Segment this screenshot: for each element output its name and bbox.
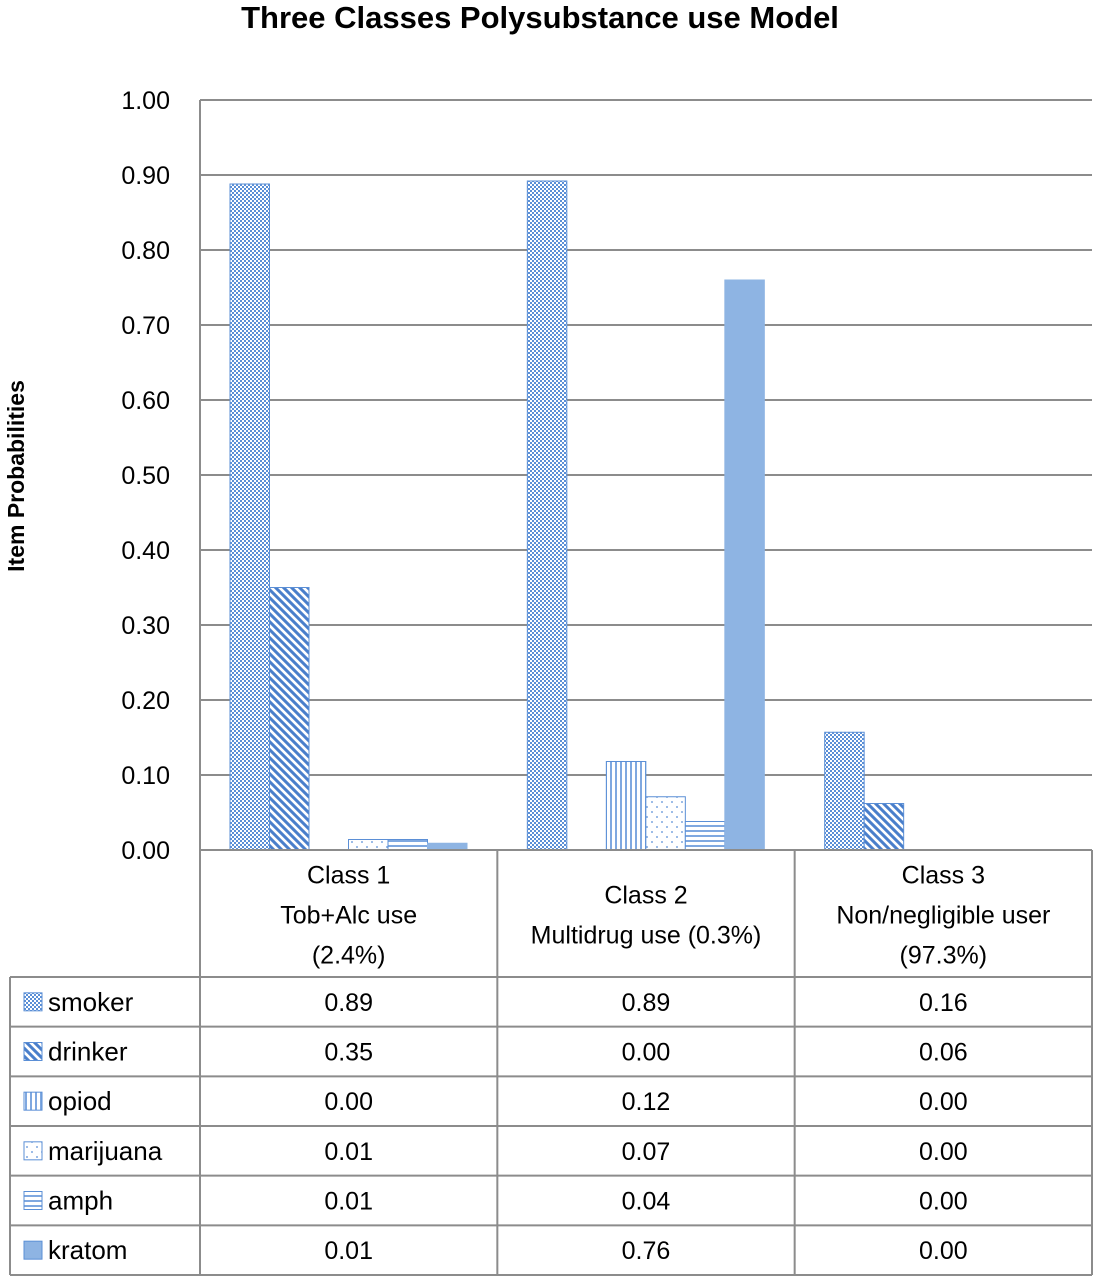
bar-smoker-class-1 bbox=[229, 183, 270, 851]
bar-amph-class-1 bbox=[387, 839, 428, 851]
legend-label-smoker: smoker bbox=[48, 987, 134, 1017]
data-label-drinker-class-2: 0.00 bbox=[622, 1039, 671, 1067]
legend-key-drinker bbox=[23, 1042, 43, 1061]
y-tick-label: 0.40 bbox=[121, 537, 170, 565]
data-label-marijuana-class-1: 0.01 bbox=[324, 1138, 373, 1166]
data-label-opiod-class-1: 0.00 bbox=[324, 1088, 373, 1116]
legend-key-smoker bbox=[23, 992, 43, 1012]
data-label-kratom-class-3: 0.00 bbox=[919, 1237, 968, 1265]
data-label-opiod-class-2: 0.12 bbox=[622, 1088, 671, 1116]
data-label-drinker-class-1: 0.35 bbox=[324, 1039, 373, 1067]
category-label: (97.3%) bbox=[900, 942, 988, 970]
data-label-opiod-class-3: 0.00 bbox=[919, 1088, 968, 1116]
y-tick-label: 0.60 bbox=[121, 387, 170, 415]
y-tick-label: 0.20 bbox=[121, 687, 170, 715]
bar-marijuana-class-1 bbox=[348, 839, 389, 851]
data-label-drinker-class-3: 0.06 bbox=[919, 1039, 968, 1067]
legend-key-kratom bbox=[23, 1240, 43, 1260]
data-label-smoker-class-1: 0.89 bbox=[324, 989, 373, 1017]
category-label: Tob+Alc use bbox=[280, 902, 417, 930]
category-label: Class 2 bbox=[604, 882, 687, 910]
y-tick-label: 0.10 bbox=[121, 762, 170, 790]
y-tick-label: 1.00 bbox=[121, 87, 170, 115]
y-tick-label: 0.90 bbox=[121, 162, 170, 190]
category-label: Non/negligible user bbox=[836, 902, 1050, 930]
legend-key-opiod bbox=[23, 1091, 43, 1111]
legend-label-amph: amph bbox=[48, 1186, 113, 1216]
legend-key-marijuana bbox=[23, 1141, 43, 1161]
data-label-amph-class-3: 0.00 bbox=[919, 1188, 968, 1216]
legend-key-amph bbox=[23, 1191, 43, 1210]
bar-marijuana-class-2 bbox=[645, 796, 686, 851]
gridlines bbox=[199, 99, 1092, 851]
data-label-marijuana-class-3: 0.00 bbox=[919, 1138, 968, 1166]
y-axis-ticks: 0.00 0.10 0.20 0.30 0.40 0.50 0.60 0.70 0.80 0.90… bbox=[121, 87, 170, 865]
category-label: Class 3 bbox=[902, 862, 985, 890]
bar-opiod-class-2 bbox=[605, 761, 647, 851]
data-label-amph-class-1: 0.01 bbox=[324, 1188, 373, 1216]
legend-label-kratom: kratom bbox=[48, 1235, 127, 1265]
bar-kratom-class-1 bbox=[427, 842, 468, 851]
data-label-smoker-class-3: 0.16 bbox=[919, 989, 968, 1017]
y-axis-label: Item Probabilities bbox=[3, 380, 29, 572]
bar-amph-class-2 bbox=[684, 821, 726, 851]
legend-label-marijuana: marijuana bbox=[48, 1136, 163, 1166]
data-label-smoker-class-2: 0.89 bbox=[622, 989, 671, 1017]
data-label-kratom-class-1: 0.01 bbox=[324, 1237, 373, 1265]
data-label-kratom-class-2: 0.76 bbox=[622, 1237, 671, 1265]
y-tick-label: 0.30 bbox=[121, 612, 170, 640]
y-tick-label: 0.50 bbox=[121, 462, 170, 490]
legend-label-opiod: opiod bbox=[48, 1086, 112, 1116]
bar-smoker-class-2 bbox=[526, 180, 568, 851]
bar-kratom-class-2 bbox=[724, 279, 765, 851]
category-label: (2.4%) bbox=[312, 942, 386, 970]
chart-title: Three Classes Polysubstance use Model bbox=[241, 0, 839, 35]
bars bbox=[229, 180, 905, 851]
y-tick-label: 0.80 bbox=[121, 237, 170, 265]
bar-drinker-class-1 bbox=[269, 587, 310, 851]
data-label-marijuana-class-2: 0.07 bbox=[622, 1138, 671, 1166]
bar-drinker-class-3 bbox=[863, 803, 905, 851]
legend-label-drinker: drinker bbox=[48, 1037, 128, 1067]
y-tick-label: 0.70 bbox=[121, 312, 170, 340]
category-label: Multidrug use (0.3%) bbox=[531, 922, 762, 950]
category-label: Class 1 bbox=[307, 862, 390, 890]
data-table: Class 1 Tob+Alc use (2.4%) Class 2 Multidrug… bbox=[9, 849, 1093, 1276]
bar-smoker-class-3 bbox=[824, 731, 865, 851]
data-label-amph-class-2: 0.04 bbox=[622, 1188, 671, 1216]
y-tick-label: 0.00 bbox=[121, 837, 170, 865]
